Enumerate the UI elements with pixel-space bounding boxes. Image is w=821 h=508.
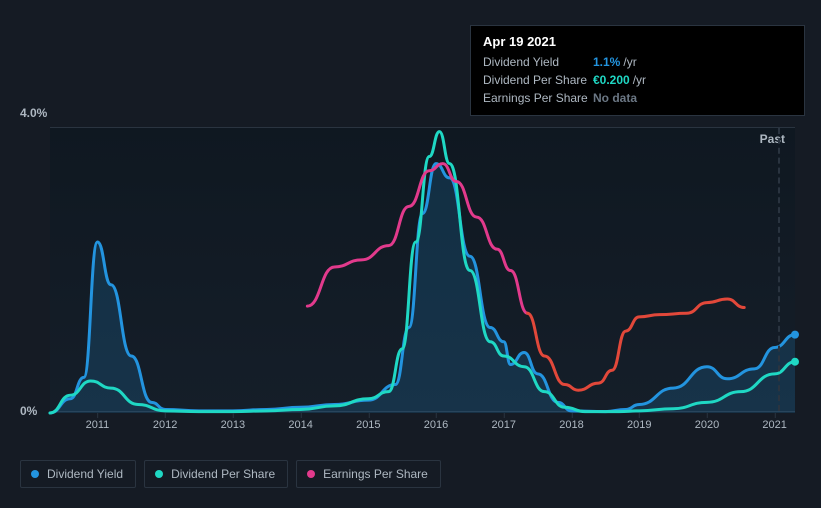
x-tick-label: 2021 — [762, 419, 786, 431]
tooltip-row-label: Earnings Per Share — [483, 89, 593, 107]
tooltip-row: Earnings Per ShareNo data — [483, 89, 792, 107]
legend-item-label: Dividend Per Share — [171, 467, 275, 481]
plot-area[interactable]: Past — [50, 127, 795, 412]
series-end-dot-dividend_yield — [791, 331, 799, 339]
tooltip-row-label: Dividend Yield — [483, 53, 593, 71]
x-tick-label: 2014 — [288, 419, 312, 431]
x-tick-label: 2020 — [695, 419, 719, 431]
x-tick-label: 2012 — [153, 419, 177, 431]
x-tick-label: 2011 — [86, 419, 110, 431]
tooltip-row-value: €0.200/yr — [593, 71, 792, 89]
series-end-dot-dividend_per_share — [791, 358, 799, 366]
chart-legend: Dividend Yield Dividend Per Share Earnings… — [20, 460, 441, 488]
y-axis-min-label: 0% — [20, 404, 37, 418]
x-tick-label: 2016 — [424, 419, 448, 431]
legend-item[interactable]: Dividend Yield — [20, 460, 136, 488]
x-tick-label: 2013 — [221, 419, 245, 431]
tooltip-table: Dividend Yield1.1%/yrDividend Per Share€… — [483, 53, 792, 107]
x-tick-label: 2017 — [492, 419, 516, 431]
tooltip-row-label: Dividend Per Share — [483, 71, 593, 89]
chart-tooltip: Apr 19 2021 Dividend Yield1.1%/yrDividen… — [470, 25, 805, 116]
y-axis-max-label: 4.0% — [20, 106, 47, 120]
dividend-chart: Apr 19 2021 Dividend Yield1.1%/yrDividen… — [20, 20, 801, 488]
tooltip-date: Apr 19 2021 — [483, 34, 792, 49]
chart-svg — [50, 128, 795, 411]
legend-item-label: Dividend Yield — [47, 467, 123, 481]
legend-item[interactable]: Dividend Per Share — [144, 460, 288, 488]
x-axis-ticks: 2011 2012 2013 2014 2015 2016 2017 2018 2019 2020… — [50, 415, 795, 435]
tooltip-row: Dividend Yield1.1%/yr — [483, 53, 792, 71]
x-tick-label: 2019 — [627, 419, 651, 431]
tooltip-row-value: No data — [593, 89, 792, 107]
legend-item[interactable]: Earnings Per Share — [296, 460, 441, 488]
legend-dot-icon — [31, 470, 39, 478]
x-tick-label: 2018 — [559, 419, 583, 431]
legend-dot-icon — [307, 470, 315, 478]
legend-item-label: Earnings Per Share — [323, 467, 428, 481]
tooltip-row: Dividend Per Share€0.200/yr — [483, 71, 792, 89]
legend-dot-icon — [155, 470, 163, 478]
x-tick-label: 2015 — [356, 419, 380, 431]
tooltip-row-value: 1.1%/yr — [593, 53, 792, 71]
